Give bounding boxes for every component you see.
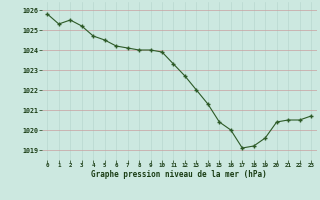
X-axis label: Graphe pression niveau de la mer (hPa): Graphe pression niveau de la mer (hPa)	[91, 170, 267, 179]
